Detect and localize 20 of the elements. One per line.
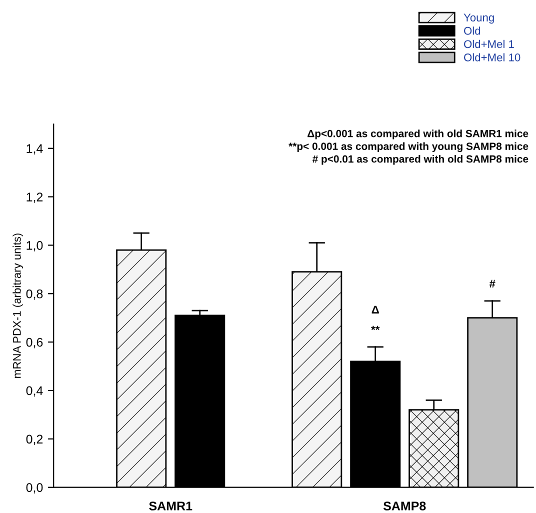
data-label: # bbox=[489, 280, 496, 288]
legend-label: Old+Mel 1 bbox=[464, 40, 514, 48]
legend-label: Young bbox=[464, 14, 494, 24]
x-tick-label: SAMR1 bbox=[149, 502, 192, 510]
y-tick-label: 0,4 bbox=[26, 386, 43, 397]
y-tick-label: 0,6 bbox=[26, 338, 43, 348]
legend-label: Old+Mel 10 bbox=[464, 53, 520, 62]
y-tick-label: 0,2 bbox=[26, 434, 43, 446]
y-tick-label: 1,2 bbox=[26, 192, 43, 203]
annotation: # p<0.01 as compared with old SAMP8 mice bbox=[312, 155, 528, 165]
y-tick-label: 1,0 bbox=[26, 241, 43, 252]
x-tick-label: SAMP8 bbox=[383, 502, 426, 510]
data-label: Δ ** bbox=[371, 306, 380, 330]
y-axis-title: mRNA PDX-1 (arbitrary units) bbox=[12, 234, 24, 378]
legend-label: Old bbox=[464, 26, 480, 35]
annotation: **p< 0.001 as compared with young SAMP8 mice bbox=[288, 142, 528, 152]
y-tick-label: 0,0 bbox=[26, 483, 43, 494]
y-tick-label: 1,4 bbox=[26, 144, 43, 154]
annotation: Δp<0.001 as compared with old SAMR1 mice bbox=[308, 130, 528, 140]
y-tick-label: 0,8 bbox=[26, 289, 43, 300]
